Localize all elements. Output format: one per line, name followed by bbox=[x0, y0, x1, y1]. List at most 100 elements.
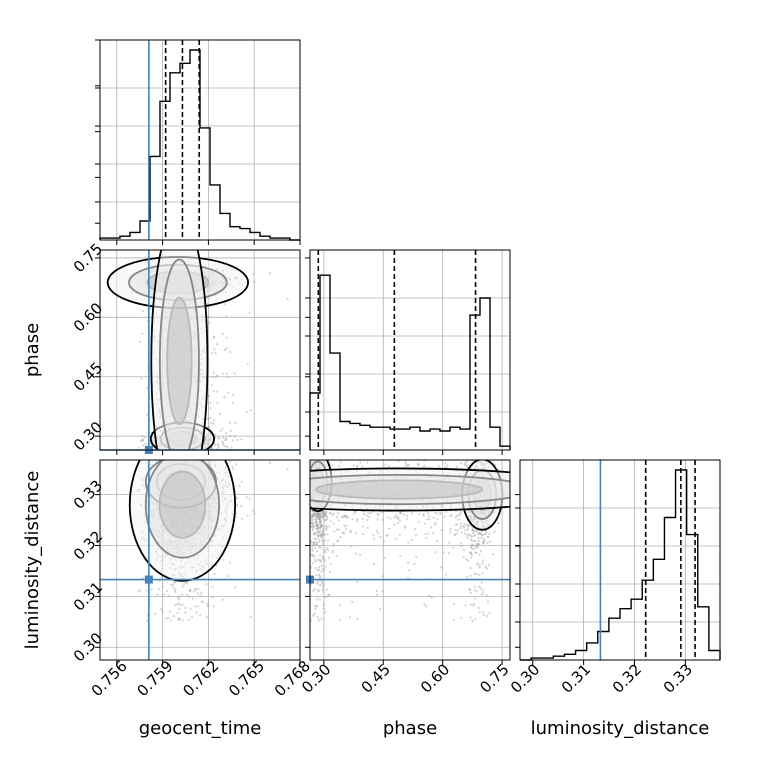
sample-point bbox=[404, 462, 407, 465]
density-contour bbox=[128, 460, 236, 582]
sample-point bbox=[482, 541, 485, 544]
sample-point bbox=[454, 516, 457, 519]
sample-point bbox=[137, 590, 140, 593]
sample-point bbox=[314, 518, 317, 521]
sample-point bbox=[227, 575, 230, 578]
sample-point bbox=[440, 566, 443, 569]
sample-point bbox=[350, 545, 353, 548]
sample-point bbox=[356, 518, 359, 521]
sample-point bbox=[332, 549, 335, 552]
sample-point bbox=[446, 464, 449, 467]
sample-point bbox=[316, 513, 319, 516]
sample-point bbox=[492, 553, 495, 556]
sample-point bbox=[318, 514, 322, 517]
sample-point bbox=[470, 546, 473, 549]
sample-point bbox=[434, 523, 437, 526]
sample-point bbox=[452, 546, 455, 549]
sample-point bbox=[323, 583, 326, 586]
sample-point bbox=[474, 585, 477, 588]
sample-point bbox=[318, 559, 321, 562]
sample-point bbox=[321, 510, 324, 513]
sample-point bbox=[311, 521, 314, 525]
sample-point bbox=[227, 376, 230, 379]
sample-point bbox=[462, 555, 465, 559]
sample-point bbox=[213, 572, 216, 576]
sample-point bbox=[436, 512, 439, 515]
sample-point bbox=[403, 526, 406, 529]
sample-point bbox=[249, 616, 252, 619]
sample-point bbox=[180, 453, 182, 455]
sample-point bbox=[169, 583, 173, 586]
sample-point bbox=[234, 421, 237, 425]
sample-point bbox=[160, 608, 163, 611]
sample-point bbox=[199, 594, 202, 597]
sample-point bbox=[231, 401, 234, 405]
sample-point bbox=[366, 461, 369, 464]
sample-point bbox=[457, 518, 460, 521]
sample-point bbox=[388, 527, 391, 530]
sample-point bbox=[319, 532, 322, 536]
sample-point bbox=[343, 524, 346, 527]
sample-point bbox=[349, 529, 352, 532]
sample-point bbox=[245, 496, 248, 499]
sample-point bbox=[324, 596, 327, 599]
sample-point bbox=[324, 565, 327, 568]
sample-point bbox=[324, 551, 327, 554]
sample-point bbox=[455, 532, 458, 535]
sample-point bbox=[467, 533, 470, 536]
sample-point bbox=[459, 527, 462, 530]
sample-point bbox=[187, 618, 191, 621]
sample-point bbox=[339, 461, 342, 464]
panel-background bbox=[520, 460, 720, 660]
sample-point bbox=[191, 597, 195, 600]
sample-point bbox=[377, 532, 380, 535]
sample-point bbox=[448, 541, 451, 545]
sample-point bbox=[177, 602, 180, 605]
sample-point bbox=[211, 585, 214, 588]
sample-point bbox=[398, 519, 402, 522]
sample-point bbox=[167, 594, 170, 598]
sample-point bbox=[315, 523, 319, 526]
sample-point bbox=[319, 523, 322, 527]
sample-point bbox=[178, 598, 181, 601]
sample-point bbox=[181, 585, 184, 588]
sample-point bbox=[165, 617, 168, 620]
sample-point bbox=[332, 542, 335, 545]
sample-point bbox=[470, 556, 473, 559]
sample-point bbox=[474, 597, 477, 600]
sample-point bbox=[319, 521, 322, 524]
sample-point bbox=[319, 554, 322, 557]
sample-point bbox=[176, 603, 179, 606]
sample-point bbox=[221, 442, 224, 445]
sample-point bbox=[201, 600, 204, 603]
sample-point bbox=[221, 332, 224, 336]
sample-point bbox=[233, 372, 236, 375]
sample-point bbox=[216, 390, 219, 393]
sample-point bbox=[219, 429, 222, 432]
sample-point bbox=[208, 315, 211, 319]
sample-point bbox=[443, 466, 446, 469]
sample-point bbox=[154, 612, 157, 616]
sample-point bbox=[319, 546, 322, 550]
sample-point bbox=[320, 617, 323, 620]
sample-point bbox=[139, 439, 142, 442]
sample-point bbox=[363, 512, 366, 516]
sample-point bbox=[212, 422, 215, 425]
sample-point bbox=[156, 453, 158, 455]
sample-point bbox=[465, 524, 468, 527]
sample-point bbox=[318, 565, 321, 569]
sample-point bbox=[213, 443, 217, 447]
sample-point bbox=[469, 567, 472, 570]
sample-point bbox=[222, 558, 225, 562]
sample-point bbox=[454, 529, 457, 532]
sample-point bbox=[475, 543, 478, 546]
sample-point bbox=[442, 551, 445, 554]
sample-point bbox=[322, 529, 325, 532]
sample-point bbox=[165, 590, 169, 593]
sample-point bbox=[436, 539, 439, 543]
sample-point bbox=[320, 579, 323, 583]
sample-point bbox=[472, 531, 475, 534]
sample-point bbox=[318, 513, 321, 516]
sample-point bbox=[405, 517, 408, 521]
